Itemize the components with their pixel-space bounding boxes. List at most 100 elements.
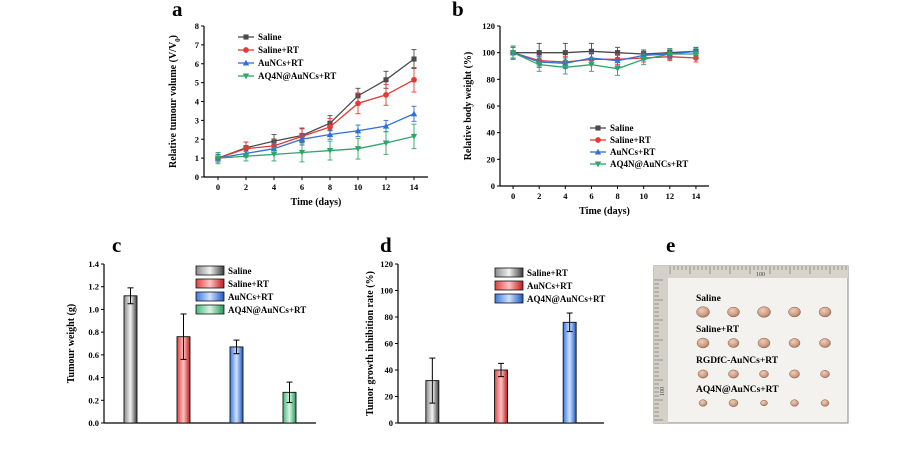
chart-b-ytick-label: 40: [487, 128, 496, 138]
chart-a-ytick-label: 7: [195, 40, 200, 50]
chart-b-series-line: [512, 52, 696, 70]
chart-b-xtick-label: 4: [563, 191, 568, 201]
chart-b-ytick-label: 0: [491, 181, 495, 191]
chart-b-series-line: [513, 50, 696, 55]
chart-b-series-line: [512, 50, 697, 64]
tumour-sample: [728, 369, 739, 379]
chart-b-data-point: [666, 51, 674, 58]
chart-a-data-point: [243, 145, 249, 152]
chart-a-data-point: [410, 133, 418, 140]
photo-row-label: AQ4N@AuNCs+RT: [696, 385, 779, 395]
chart-a-xtick-label: 10: [354, 182, 363, 192]
chart-b-xtick-label: 12: [666, 191, 675, 201]
chart-a-legend-label: AuNCs+RT: [258, 58, 303, 68]
ruler-top: [654, 266, 848, 278]
chart-c-legend-swatch: [195, 304, 225, 315]
chart-b-data-point: [588, 62, 595, 68]
chart-d-legend-swatch: [494, 267, 524, 278]
chart-b-data-point: [615, 50, 621, 56]
panel-label-e: e: [666, 233, 675, 257]
chart-a-xtick-label: 2: [244, 182, 248, 192]
tumour-sample: [696, 337, 710, 349]
chart-a-data-point: [326, 131, 334, 138]
chart-a-xtick-label: 8: [328, 182, 332, 192]
chart-c-ytick-label: 1.0: [88, 304, 99, 314]
panel-label-b: b: [452, 0, 464, 21]
chart-b-ytick-label: 60: [487, 101, 496, 111]
chart-c-ytick-label: 0.8: [88, 327, 99, 337]
chart-d-ytick-label: 100: [380, 286, 393, 296]
photo-row-label: Saline: [696, 294, 721, 304]
tumour-sample: [788, 338, 801, 348]
chart-b-series-3: [509, 45, 700, 76]
chart-d-ytick-label: 20: [385, 392, 394, 402]
chart-b-ytick-label: 80: [487, 74, 496, 84]
chart-a-data-point: [411, 76, 417, 83]
chart-d-bar: [562, 321, 577, 424]
chart-a-xtick-label: 14: [410, 182, 419, 192]
chart-a-ytick-label: 3: [195, 115, 199, 125]
chart-a-data-point: [327, 124, 333, 130]
panel-label-c: c: [112, 233, 121, 257]
chart-b-legend-marker: [594, 161, 602, 168]
chart-c-ytick-label: 1.2: [88, 282, 99, 292]
chart-a-legend-marker: [243, 34, 249, 40]
chart-b-data-point: [692, 51, 700, 58]
chart-a-ytick-label: 4: [195, 97, 200, 107]
chart-c-legend-label: Saline+RT: [228, 279, 269, 289]
chart-a-ytick-label: 6: [195, 59, 199, 69]
chart-a-series-2: [214, 105, 418, 163]
tumour-sample: [698, 399, 708, 407]
chart-b-body-weight: 0 20 40 60 80 100 120 0 2 4 6 8 10 12 14 Time (days) Rel…: [463, 21, 709, 217]
chart-d-ylabel: Tumor growth inhibition rate (%): [365, 271, 376, 416]
chart-d-legend-label: AuNCs+RT: [527, 281, 572, 291]
chart-b-xlabel: Time (days): [579, 206, 630, 217]
chart-a-data-point: [214, 155, 222, 162]
chart-a-legend-label: Saline+RT: [258, 45, 299, 55]
chart-b-legend-label: AuNCs+RT: [610, 147, 655, 157]
chart-b-data-point: [562, 50, 568, 56]
photo-row-label: Saline+RT: [696, 325, 740, 335]
tumour-rows: Saline Saline+RT RGDfC-AuNCs+RT AQ4N@AuNCs+…: [696, 294, 832, 407]
chart-b-ylabel: Relative body weight (%): [463, 52, 474, 161]
chart-c-ytick-label: 0.4: [88, 373, 99, 383]
tumour-sample: [788, 306, 801, 318]
chart-b-xtick-label: 0: [511, 191, 515, 201]
tumour-sample: [697, 369, 709, 379]
chart-a-data-point: [354, 127, 362, 134]
chart-a-legend-marker: [243, 47, 249, 53]
chart-a-ytick-label: 5: [195, 78, 199, 88]
chart-b-xtick-label: 14: [692, 191, 701, 201]
chart-a-data-point: [355, 100, 361, 107]
chart-b-legend-marker: [594, 148, 602, 155]
chart-a-ytick-label: 0: [195, 172, 199, 182]
chart-d-bar: [494, 369, 508, 424]
chart-a-series-line: [217, 79, 415, 159]
chart-a-xtick-label: 12: [382, 182, 391, 192]
chart-b-xtick-label: 2: [537, 191, 541, 201]
chart-b-legend-label: Saline: [610, 123, 634, 133]
chart-a-data-point: [242, 153, 250, 160]
tumour-sample: [819, 338, 831, 348]
chart-a-ytick-label: 2: [195, 134, 199, 144]
chart-b-ytick-label: 100: [482, 48, 495, 58]
chart-a-data-point: [354, 146, 362, 152]
tumour-sample: [818, 306, 832, 318]
chart-a-data-point: [382, 140, 390, 147]
chart-d-legend-label: AQ4N@AuNCs+RT: [527, 294, 605, 304]
chart-c-ytick-label: 0.2: [88, 395, 99, 405]
chart-c-legend-swatch: [195, 265, 225, 276]
chart-b-xtick-label: 6: [589, 191, 593, 201]
ruler-mark: 100: [756, 272, 765, 278]
tumour-sample: [820, 399, 830, 407]
chart-d-ytick-label: 120: [380, 259, 393, 269]
chart-b-legend-label: Saline+RT: [610, 135, 651, 145]
chart-a-xtick-label: 0: [216, 182, 220, 192]
chart-a-data-point: [383, 92, 389, 98]
chart-a-series-line: [217, 113, 415, 159]
chart-a-series-line: [217, 58, 415, 159]
chart-b-ytick-label: 120: [482, 21, 495, 31]
chart-a-legend-label: Saline: [258, 32, 282, 42]
chart-b-legend-marker: [595, 125, 601, 131]
